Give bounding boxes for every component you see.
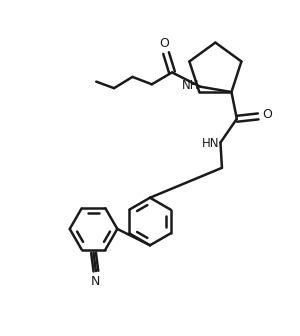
Text: O: O [262, 109, 272, 121]
Text: HN: HN [202, 137, 219, 150]
Text: NH: NH [182, 79, 199, 92]
Text: N: N [91, 275, 101, 288]
Text: O: O [160, 37, 170, 50]
